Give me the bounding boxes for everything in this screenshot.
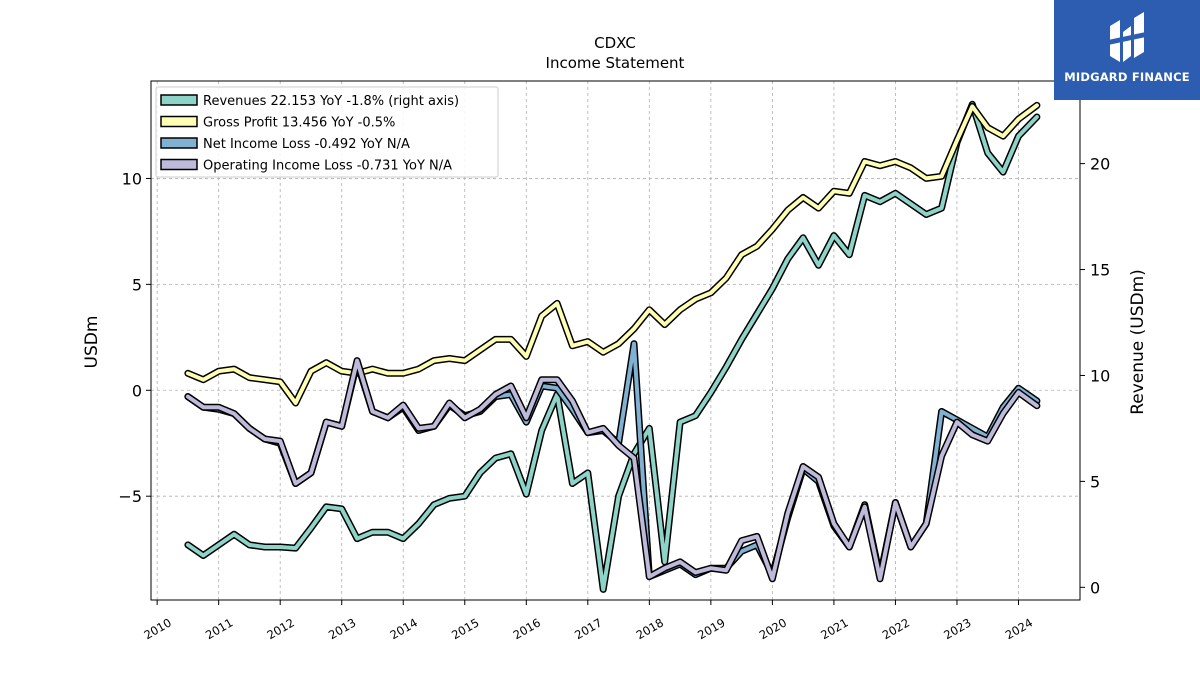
legend-swatch-3: [160, 158, 198, 171]
plot-frame: [150, 80, 1081, 601]
legend: Revenues 22.153 YoY -1.8% (right axis) Gr…: [155, 86, 499, 178]
chart-title: CDXC: [594, 34, 636, 52]
y-tick-label-left: 0: [132, 381, 142, 400]
x-tick-label: 2012: [265, 615, 297, 642]
y-tick-label-left: 10: [122, 169, 142, 188]
x-tick-label: 2011: [203, 615, 235, 642]
series-line-3: [185, 358, 1039, 581]
x-tick-label: 2020: [757, 615, 789, 642]
x-tick-label: 2017: [572, 615, 604, 642]
midgard-logo-icon: [1108, 12, 1146, 62]
y-tick-label-left: −5: [118, 487, 142, 506]
legend-swatch-2: [160, 137, 198, 149]
brand-name: MIDGARD FINANCE: [1064, 70, 1190, 84]
x-tick-label: 2021: [818, 615, 850, 642]
chart-subtitle: Income Statement: [546, 54, 685, 72]
x-tick-label: 2010: [141, 615, 173, 642]
y-axis-label-right: Revenue (USDm): [1128, 269, 1148, 415]
x-tick-label: 2015: [449, 615, 481, 642]
x-tick-label: 2023: [941, 615, 973, 642]
series-line-1: [185, 103, 1039, 405]
axes: 2010 2011 2012 2013 2014 2015 2016 2017 2018 2019…: [118, 155, 1110, 643]
legend-box: [155, 86, 499, 178]
y-tick-label-left: 5: [132, 275, 142, 294]
x-tick-label: 2024: [1003, 615, 1035, 642]
legend-label-2: Net Income Loss -0.492 YoY N/A: [203, 137, 410, 152]
y-tick-label-right: 15: [1090, 261, 1110, 280]
series-layer: [184, 100, 1041, 593]
y-tick-label-right: 0: [1090, 578, 1100, 597]
legend-swatch-0: [160, 94, 198, 106]
x-tick-label: 2022: [880, 615, 912, 642]
legend-swatch-1: [160, 115, 198, 128]
brand-logo: MIDGARD FINANCE: [1054, 0, 1200, 100]
y-tick-label-right: 10: [1090, 366, 1110, 385]
x-tick-label: 2013: [326, 615, 358, 642]
series-line-0: [185, 102, 1039, 592]
y-axis-label-left: USDm: [82, 316, 102, 369]
x-tick-label: 2016: [511, 615, 543, 642]
y-tick-label-right: 5: [1090, 472, 1100, 491]
y-tick-label-right: 20: [1090, 155, 1110, 174]
legend-label-1: Gross Profit 13.456 YoY -0.5%: [203, 116, 395, 131]
legend-label-3: Operating Income Loss -0.731 YoY N/A: [203, 159, 452, 174]
x-tick-label: 2018: [634, 615, 666, 642]
x-tick-label: 2014: [388, 615, 420, 642]
x-tick-label: 2019: [695, 615, 727, 642]
legend-label-0: Revenues 22.153 YoY -1.8% (right axis): [203, 94, 459, 109]
